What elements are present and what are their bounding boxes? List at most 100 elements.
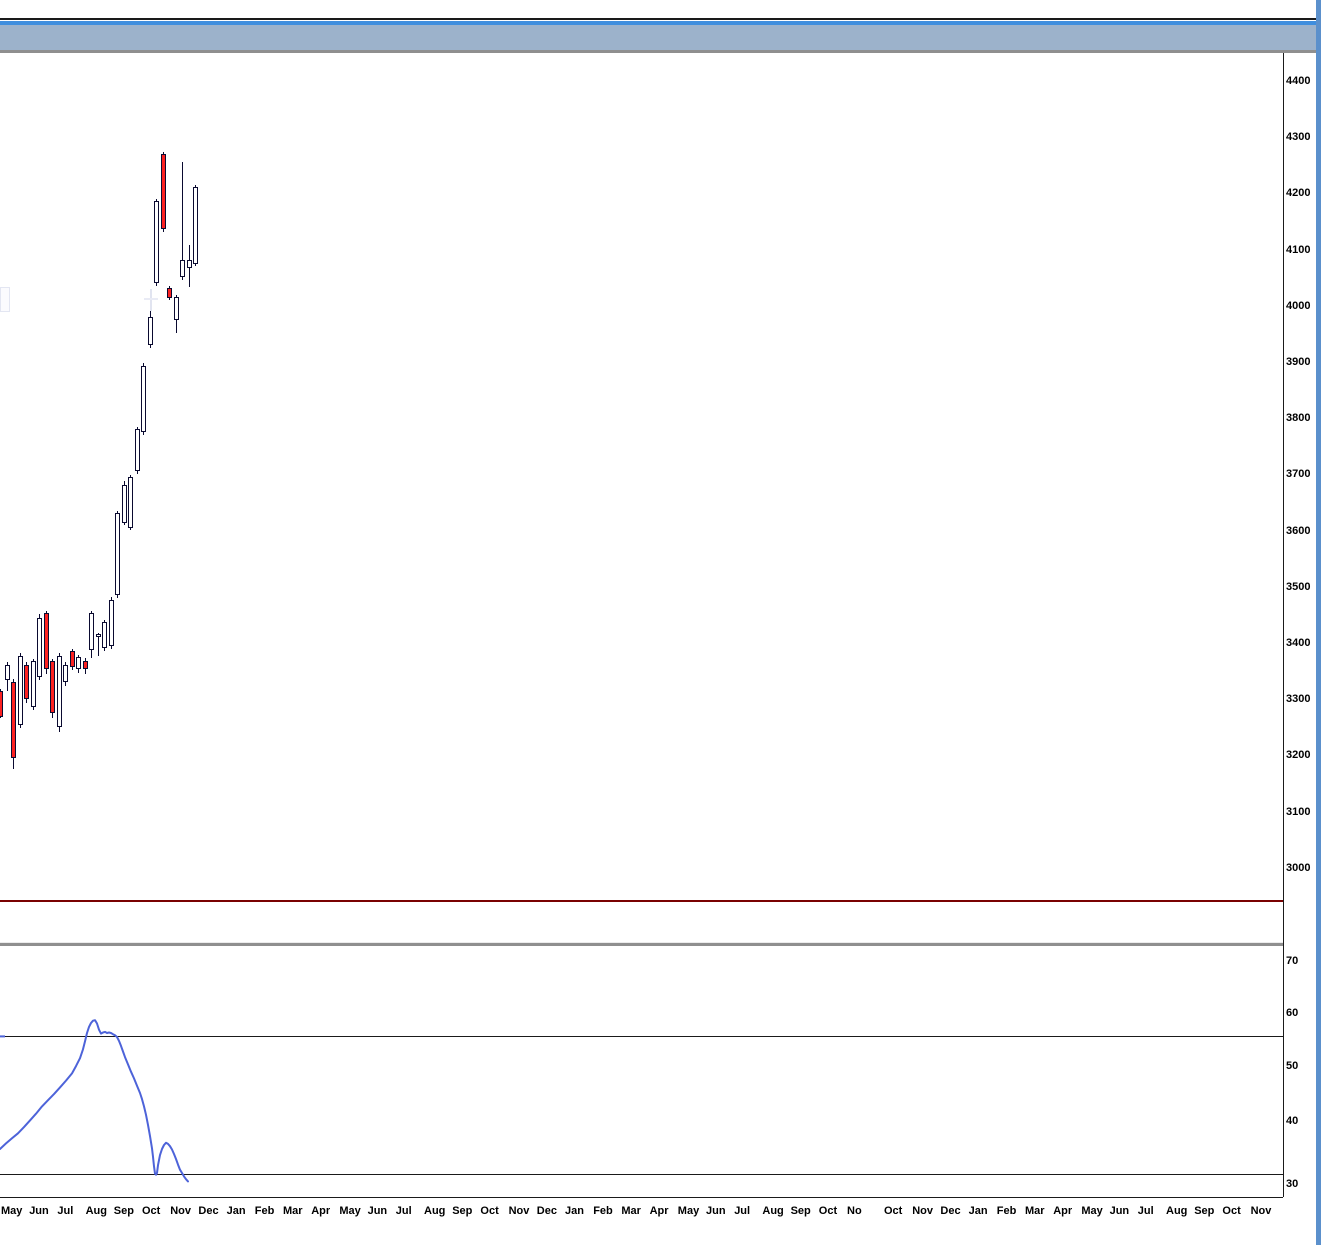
candle-up xyxy=(121,484,127,524)
x-axis-label: Dec xyxy=(198,1205,219,1217)
x-axis-label: Aug xyxy=(85,1205,107,1217)
x-axis-label: Jan xyxy=(226,1205,246,1217)
chart-bottom-border xyxy=(0,1197,1283,1198)
horizontal-price-line[interactable] xyxy=(0,900,1283,903)
candle-up xyxy=(173,296,179,320)
x-axis-label: Aug xyxy=(762,1205,784,1217)
candle-up xyxy=(95,634,101,637)
candle-up xyxy=(17,655,23,725)
x-axis-label: May xyxy=(677,1205,700,1217)
candle-down xyxy=(43,613,49,670)
x-axis-label: Nov xyxy=(170,1205,191,1217)
indicator-axis-label: 40 xyxy=(1286,1115,1299,1127)
x-axis-label: Mar xyxy=(621,1205,641,1217)
candle-down xyxy=(82,661,88,670)
x-axis-label: Oct xyxy=(1222,1205,1241,1217)
price-axis-label: 3800 xyxy=(1286,412,1311,425)
x-axis-label: Apr xyxy=(1053,1205,1073,1217)
indicator-axis-label: 60 xyxy=(1286,1007,1299,1019)
candle-up xyxy=(89,613,94,650)
x-axis-label: Jul xyxy=(57,1205,74,1217)
x-axis-label: Mar xyxy=(1025,1205,1045,1217)
candle-up xyxy=(102,622,107,648)
x-axis-label: Oct xyxy=(884,1205,903,1217)
candle-up xyxy=(63,664,68,683)
price-axis-label: 3600 xyxy=(1286,524,1311,537)
x-axis-label: Sep xyxy=(1194,1205,1215,1217)
price-axis-label: 4200 xyxy=(1286,187,1311,200)
candle-up xyxy=(193,187,198,264)
x-axis-label: Oct xyxy=(818,1205,838,1217)
x-axis-label: Sep xyxy=(452,1205,473,1217)
x-axis-label: Jun xyxy=(1109,1205,1130,1217)
x-axis-label: Feb xyxy=(996,1205,1017,1217)
price-axis-label: 3000 xyxy=(1286,861,1311,874)
titlebar-accent-line xyxy=(0,21,1317,25)
x-axis-label: Jul xyxy=(395,1205,412,1217)
x-axis-label: Aug xyxy=(424,1205,446,1217)
window-top-strip xyxy=(0,0,1324,18)
candle-up xyxy=(147,316,153,345)
price-pane[interactable] xyxy=(0,53,1283,943)
x-axis-label: Aug xyxy=(1166,1205,1188,1217)
vertical-scrollbar[interactable] xyxy=(1316,0,1321,1245)
x-axis-label: Oct xyxy=(480,1205,499,1217)
price-axis-label: 4100 xyxy=(1286,243,1311,256)
indicator-axis-label: 30 xyxy=(1286,1178,1299,1190)
x-axis-label: May xyxy=(1,1205,23,1217)
ghost-selection-box xyxy=(0,287,10,312)
price-axis-label: 3900 xyxy=(1286,356,1311,368)
x-axis-label: Feb xyxy=(593,1205,613,1217)
chart-area[interactable] xyxy=(0,53,1283,1197)
candle-up xyxy=(180,260,185,277)
candle-up xyxy=(115,512,120,596)
price-axis-line xyxy=(1283,53,1284,1197)
indicator-pane[interactable] xyxy=(0,946,1283,1197)
price-axis-label: 3700 xyxy=(1286,468,1311,481)
candle-up xyxy=(154,201,159,284)
x-axis-label: Dec xyxy=(940,1205,961,1217)
candle-up xyxy=(108,599,114,646)
price-axis-label: 3200 xyxy=(1286,749,1311,762)
candle-up xyxy=(141,365,146,433)
candle-up xyxy=(4,665,10,681)
candle-down xyxy=(69,651,75,667)
x-axis-label: Feb xyxy=(254,1205,275,1217)
candle-up xyxy=(37,617,42,678)
candle-wick xyxy=(97,633,99,656)
titlebar-border xyxy=(0,50,1317,53)
x-axis-label: Jun xyxy=(367,1205,388,1217)
x-axis-label: Nov xyxy=(1250,1205,1272,1217)
candle-down xyxy=(0,690,3,717)
price-axis-label: 4300 xyxy=(1286,131,1311,144)
x-axis-label: Apr xyxy=(311,1205,331,1217)
x-axis-label: May xyxy=(1081,1205,1103,1217)
price-axis-label: 3500 xyxy=(1286,580,1311,593)
indicator-ref-line xyxy=(0,1036,1283,1038)
x-axis-label: Nov xyxy=(508,1205,530,1217)
pane-splitter[interactable] xyxy=(0,943,1283,946)
price-axis-label: 3400 xyxy=(1286,637,1311,649)
x-axis-label: Sep xyxy=(113,1205,134,1217)
price-axis-label: 3300 xyxy=(1286,693,1311,706)
indicator-axis-label: 50 xyxy=(1286,1060,1299,1072)
candle-down xyxy=(167,288,172,298)
x-axis-label: Jun xyxy=(706,1205,726,1217)
candle-down xyxy=(24,665,29,699)
candle-up xyxy=(76,656,81,670)
titlebar[interactable] xyxy=(0,25,1317,50)
price-axis-label: 4000 xyxy=(1286,299,1311,312)
candle-down xyxy=(50,661,55,714)
x-axis-label: Mar xyxy=(283,1205,303,1217)
candle-down xyxy=(160,153,166,230)
candle-down xyxy=(11,681,16,758)
x-axis-label: Jun xyxy=(29,1205,49,1217)
x-axis-label: Jul xyxy=(1137,1205,1154,1217)
indicator-ref-line xyxy=(0,1174,1283,1176)
x-axis-label: Jan xyxy=(968,1205,988,1217)
window-separator-line xyxy=(0,18,1317,20)
candle-up xyxy=(186,260,192,268)
x-axis-label: Jan xyxy=(565,1205,584,1217)
candle-wick xyxy=(182,161,183,281)
candle-up xyxy=(134,429,140,471)
